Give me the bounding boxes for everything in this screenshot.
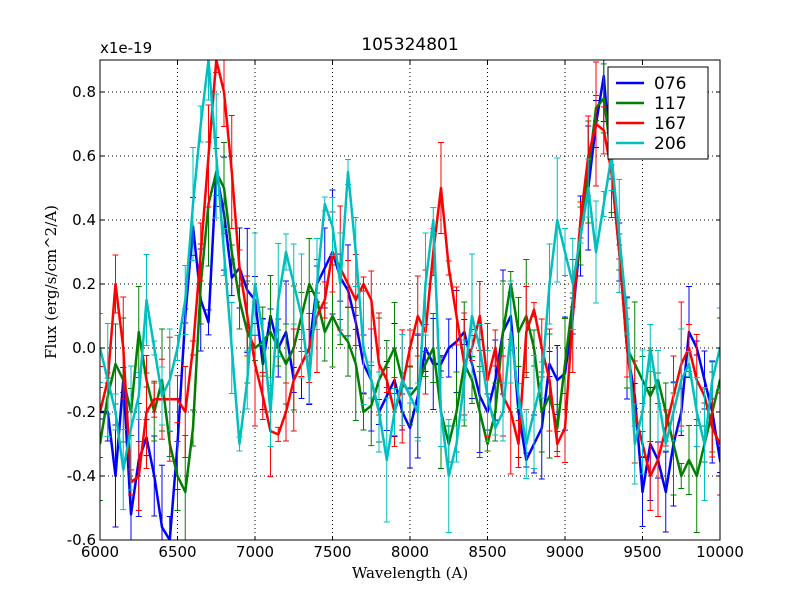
x-axis-label: Wavelength (A) — [352, 564, 468, 582]
x-tick-label: 8500 — [468, 543, 506, 561]
series-206 — [100, 60, 720, 533]
ticks: 6000 6500 7000 7500 8000 8500 9000 9500 10000 -0.… — [67, 60, 744, 561]
x-tick-label: 10000 — [696, 543, 744, 561]
x-tick-label: 9000 — [546, 543, 584, 561]
legend-label-167: 167 — [654, 114, 686, 134]
y-multiplier-label: x1e-19 — [100, 39, 152, 57]
x-tick-label: 7500 — [313, 543, 351, 561]
series-line-206 — [100, 60, 720, 478]
legend-label-117: 117 — [654, 94, 686, 114]
y-tick-label: -0.4 — [67, 467, 96, 485]
x-tick-label: 9500 — [623, 543, 661, 561]
y-tick-label: 0.8 — [72, 83, 96, 101]
y-tick-label: 0.2 — [72, 275, 96, 293]
legend-label-206: 206 — [654, 134, 686, 154]
y-tick-label: 0.6 — [72, 147, 96, 165]
x-tick-label: 8000 — [391, 543, 429, 561]
y-tick-label: -0.2 — [67, 403, 96, 421]
chart-title: 105324801 — [361, 35, 458, 55]
y-axis-label: Flux (erg/s/cm^2/A) — [42, 205, 60, 359]
x-tick-label: 7000 — [236, 543, 274, 561]
y-tick-label: 0.4 — [72, 211, 96, 229]
x-tick-label: 6000 — [81, 543, 119, 561]
legend-label-076: 076 — [654, 74, 686, 94]
y-tick-label: 0.0 — [72, 339, 96, 357]
x-tick-label: 6500 — [158, 543, 196, 561]
y-tick-label: -0.6 — [67, 531, 96, 549]
series-layer — [100, 60, 720, 540]
